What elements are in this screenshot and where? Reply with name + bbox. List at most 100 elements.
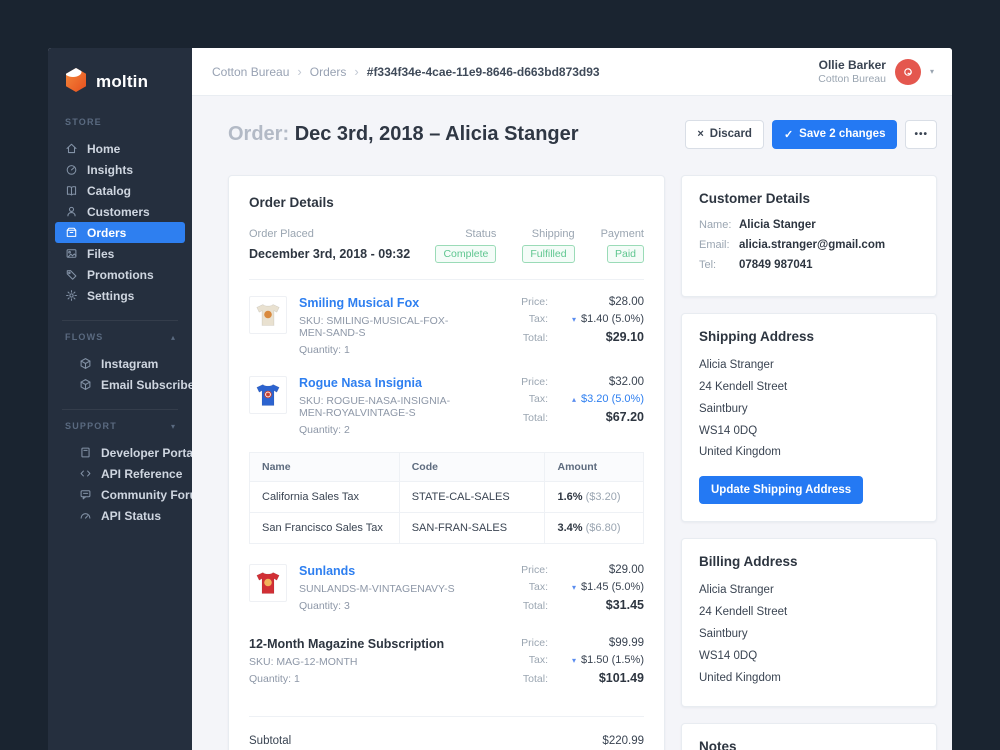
breadcrumb-store[interactable]: Cotton Bureau (212, 64, 290, 79)
product-name-link[interactable]: Smiling Musical Fox (299, 296, 420, 310)
sidebar-item-orders[interactable]: Orders (55, 222, 185, 243)
sidebar-item-catalog[interactable]: Catalog (55, 180, 185, 201)
breadcrumb: Cotton Bureau › Orders › #f334f34e-4cae-… (212, 64, 600, 79)
shipping-address-panel: Shipping Address Alicia Stranger 24 Kende… (681, 313, 937, 523)
product-thumbnail (249, 564, 287, 602)
main-area: Cotton Bureau › Orders › #f334f34e-4cae-… (192, 48, 952, 750)
section-label: FLOWS (65, 332, 104, 342)
order-placed-value: December 3rd, 2018 - 09:32 (249, 247, 411, 261)
item-total: $101.49 (598, 671, 644, 685)
billing-address-lines: Alicia Stranger 24 Kendell Street Saintbur… (699, 580, 919, 689)
sidebar-item-label: Files (87, 246, 115, 261)
insights-icon (65, 163, 78, 176)
order-status: Status Complete (435, 228, 497, 263)
item-tax-toggle[interactable]: ▾ $1.45 (5.0%) (571, 581, 644, 593)
order-line-item: Smiling Musical Fox SKU: SMILING-MUSICAL… (249, 286, 644, 366)
sidebar-item-label: Customers (87, 204, 150, 219)
customer-field-label: Name: (699, 219, 732, 231)
order-line-item: Sunlands SUNLANDS-M-VINTAGENAVY-S Quanti… (249, 554, 644, 627)
shipping-status: Shipping Fulfilled (522, 228, 575, 263)
sidebar-item-settings[interactable]: Settings (55, 285, 185, 306)
summary-label: Subtotal (249, 735, 292, 747)
sidebar-item-label: Developer Portal (101, 445, 192, 460)
files-icon (65, 247, 78, 260)
customer-row: Email: alicia.stranger@gmail.com (699, 239, 919, 251)
save-changes-button[interactable]: ✓ Save 2 changes (771, 119, 898, 149)
item-price: $29.00 (608, 564, 644, 576)
customer-details-title: Customer Details (699, 191, 811, 206)
customer-field-value: alicia.stranger@gmail.com (739, 239, 886, 251)
chevron-down-icon[interactable]: ▾ (170, 421, 175, 431)
tax-label: Tax: (528, 654, 548, 666)
address-line: Saintbury (699, 627, 748, 640)
tax-code: STATE-CAL-SALES (398, 481, 546, 513)
tax-amount: 1.6% ($3.20) (544, 481, 644, 513)
sidebar-item-label: Insights (87, 162, 134, 177)
order-line-item: Rogue Nasa Insignia SKU: ROGUE-NASA-INSI… (249, 366, 644, 446)
sidebar-item-email-subscribers[interactable]: Email Subscribers (69, 374, 192, 395)
line-items-group-1: Smiling Musical Fox SKU: SMILING-MUSICAL… (249, 286, 644, 446)
customer-field-label: Email: (699, 239, 730, 251)
divider (249, 716, 644, 717)
tax-table-row: California Sales Tax STATE-CAL-SALES 1.6… (249, 481, 644, 513)
item-tax-toggle[interactable]: ▾ $1.50 (1.5%) (571, 654, 644, 666)
page-title-text: Dec 3rd, 2018 – Alicia Stanger (294, 122, 579, 145)
address-line: WS14 0DQ (699, 649, 758, 662)
brand-name: moltin (96, 72, 149, 91)
sidebar-item-customers[interactable]: Customers (55, 201, 185, 222)
sidebar-item-api-reference[interactable]: API Reference (69, 463, 182, 484)
more-options-button[interactable]: ••• (905, 119, 937, 149)
customer-field-value: Alicia Stanger (739, 219, 816, 231)
status-badge: Complete (435, 245, 497, 263)
price-label: Price: (521, 564, 548, 576)
customer-field-label: Tel: (699, 259, 717, 271)
address-line: Alicia Stranger (699, 359, 774, 371)
update-shipping-address-button[interactable]: Update Shipping Address (699, 476, 864, 505)
sidebar-item-developer-portal[interactable]: Developer Portal (69, 442, 192, 463)
sidebar-section-support: SUPPORT ▾ Developer Portal API Reference… (62, 409, 192, 526)
notes-title: Notes (699, 739, 737, 750)
product-thumbnail (249, 376, 287, 414)
forum-icon (79, 488, 92, 501)
promotions-icon (65, 268, 78, 281)
user-name: Ollie Barker (818, 58, 886, 72)
sidebar-item-instagram[interactable]: Instagram (69, 353, 171, 374)
sidebar-item-community-forum[interactable]: Community Forum (69, 484, 192, 505)
app-window: moltin STORE Home Insights Catalog Custo… (48, 48, 952, 750)
chevron-up-icon[interactable]: ▴ (170, 332, 175, 342)
tax-col-name: Name (249, 452, 400, 482)
price-label: Price: (521, 637, 548, 649)
product-quantity: Quantity: 1 (299, 344, 350, 356)
customer-field-value: 07849 987041 (739, 259, 813, 271)
orders-icon (65, 226, 78, 239)
order-details-panel: Order Details Order Placed December 3rd,… (228, 175, 665, 750)
user-menu[interactable]: Ollie Barker Cotton Bureau ▾ (818, 58, 934, 85)
tax-label: Tax: (528, 581, 548, 593)
sidebar-item-insights[interactable]: Insights (55, 159, 185, 180)
sidebar-item-api-status[interactable]: API Status (69, 505, 171, 526)
item-tax-toggle[interactable]: ▾ $1.40 (5.0%) (571, 313, 644, 325)
sidebar-item-promotions[interactable]: Promotions (55, 264, 185, 285)
payment-status: Payment Paid (601, 228, 644, 263)
tax-table-header-row: Name Code Amount (249, 452, 644, 482)
billing-address-title: Billing Address (699, 554, 798, 570)
customer-rows: Name: Alicia Stanger Email: alicia.stran… (699, 219, 919, 271)
moltin-logo-icon (64, 67, 88, 98)
title-row: Order: Dec 3rd, 2018 – Alicia Stanger × … (228, 117, 937, 151)
shipping-address-title: Shipping Address (699, 329, 815, 344)
sidebar-item-files[interactable]: Files (55, 243, 185, 264)
product-sku: SKU: MAG-12-MONTH (249, 656, 358, 668)
chevron-down-icon: ▾ (571, 656, 576, 665)
sidebar-item-label: Orders (87, 225, 127, 240)
discard-button[interactable]: × Discard (685, 119, 764, 149)
topbar: Cotton Bureau › Orders › #f334f34e-4cae-… (192, 48, 952, 96)
product-name-link[interactable]: Sunlands (299, 564, 356, 578)
product-name-link[interactable]: Rogue Nasa Insignia (299, 376, 422, 390)
item-tax-toggle[interactable]: ▴ $3.20 (5.0%) (571, 393, 644, 405)
sidebar-item-home[interactable]: Home (55, 138, 185, 159)
brand-logo[interactable]: moltin (48, 64, 192, 100)
customer-row: Tel: 07849 987041 (699, 259, 919, 271)
breadcrumb-orders[interactable]: Orders (309, 64, 347, 79)
tax-col-code: Code (398, 452, 546, 482)
left-column: Order Details Order Placed December 3rd,… (228, 175, 665, 750)
